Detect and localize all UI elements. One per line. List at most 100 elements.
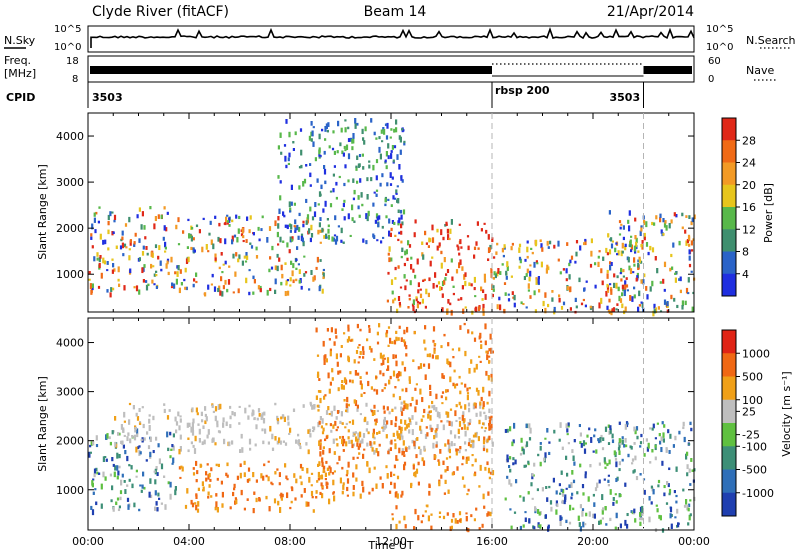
range-gate-cell <box>681 212 684 217</box>
range-gate-cell <box>460 427 464 430</box>
range-gate-cell <box>393 297 397 301</box>
range-gate-cell <box>691 469 694 472</box>
range-gate-cell <box>344 127 347 133</box>
range-gate-cell <box>400 255 403 259</box>
range-gate-cell <box>170 448 173 451</box>
range-gate-cell <box>672 444 675 448</box>
range-gate-cell <box>649 286 652 292</box>
range-gate-cell <box>394 234 397 238</box>
range-gate-cell <box>420 520 423 524</box>
range-gate-cell <box>468 422 471 425</box>
range-gate-cell <box>177 411 180 417</box>
range-gate-cell <box>565 455 568 460</box>
range-gate-cell <box>148 491 151 498</box>
range-gate-cell <box>201 481 204 487</box>
range-gate-cell <box>659 281 662 284</box>
range-gate-cell <box>478 419 481 425</box>
range-gate-cell <box>157 255 160 260</box>
range-gate-cell <box>383 426 386 430</box>
range-gate-cell <box>324 200 327 207</box>
range-gate-cell <box>357 445 360 450</box>
range-gate-cell <box>462 411 465 417</box>
range-gate-cell <box>422 279 425 283</box>
range-gate-cell <box>380 240 383 244</box>
range-gate-cell <box>597 438 600 442</box>
range-gate-cell <box>292 141 295 144</box>
range-gate-cell <box>691 306 694 312</box>
range-gate-cell <box>330 410 333 417</box>
range-gate-cell <box>319 241 322 244</box>
range-gate-cell <box>89 283 92 290</box>
range-gate-cell <box>673 297 676 302</box>
range-gate-cell <box>394 197 397 200</box>
range-gate-cell <box>449 408 453 411</box>
range-gate-cell <box>456 466 459 471</box>
range-gate-cell <box>437 459 440 462</box>
range-gate-cell <box>651 221 654 226</box>
range-gate-cell <box>441 280 445 287</box>
range-gate-cell <box>505 270 508 276</box>
range-gate-cell <box>649 245 652 251</box>
range-gate-cell <box>600 297 603 304</box>
range-gate-cell <box>360 393 363 398</box>
range-gate-cell <box>621 303 624 309</box>
range-gate-cell <box>477 247 480 250</box>
range-gate-cell <box>615 461 618 468</box>
range-gate-cell <box>584 238 587 242</box>
range-gate-cell <box>107 221 110 226</box>
range-gate-cell <box>388 246 391 252</box>
range-gate-cell <box>690 221 693 226</box>
range-gate-cell <box>340 239 343 243</box>
ytick-label: 3000 <box>56 176 84 189</box>
range-gate-cell <box>403 140 406 144</box>
range-gate-cell <box>533 261 536 268</box>
range-gate-cell <box>224 279 227 285</box>
range-gate-cell <box>655 504 658 507</box>
range-gate-cell <box>447 299 450 304</box>
range-gate-cell <box>640 510 643 513</box>
range-gate-cell <box>448 442 451 449</box>
range-gate-cell <box>155 501 158 506</box>
range-gate-cell <box>535 279 538 285</box>
range-gate-cell <box>189 234 192 239</box>
range-gate-cell <box>175 429 178 434</box>
cpid-segment-label-2: rbsp 200 <box>495 84 550 97</box>
range-gate-cell <box>347 179 350 183</box>
range-gate-cell <box>568 274 571 280</box>
range-gate-cell <box>93 256 96 262</box>
range-gate-cell <box>396 154 399 160</box>
range-gate-cell <box>545 268 548 274</box>
range-gate-cell <box>487 491 490 496</box>
range-gate-cell <box>355 165 358 169</box>
range-gate-cell <box>627 453 630 458</box>
range-gate-cell <box>140 489 143 493</box>
range-gate-cell <box>128 478 131 482</box>
range-gate-cell <box>484 414 487 421</box>
range-gate-cell <box>489 333 492 340</box>
range-gate-cell <box>318 153 321 157</box>
range-gate-cell <box>646 294 649 300</box>
range-gate-cell <box>401 435 404 440</box>
range-gate-cell <box>335 428 338 432</box>
range-gate-cell <box>670 294 673 300</box>
range-gate-cell <box>266 289 269 296</box>
range-gate-cell <box>185 258 189 264</box>
range-gate-cell <box>551 290 554 293</box>
range-gate-cell <box>260 228 263 232</box>
range-gate-cell <box>261 412 264 416</box>
range-gate-cell <box>153 470 156 473</box>
range-gate-cell <box>316 256 319 263</box>
range-gate-cell <box>349 371 352 375</box>
range-gate-cell <box>431 354 434 359</box>
range-gate-cell <box>228 441 231 447</box>
range-gate-cell <box>291 487 294 492</box>
range-gate-cell <box>446 228 449 234</box>
range-gate-cell <box>398 425 401 431</box>
range-gate-cell <box>449 526 452 532</box>
range-gate-cell <box>479 360 482 363</box>
range-gate-cell <box>206 434 209 439</box>
range-gate-cell <box>343 332 346 335</box>
range-gate-cell <box>438 461 441 466</box>
range-gate-cell <box>305 220 308 225</box>
range-gate-cell <box>190 235 193 242</box>
